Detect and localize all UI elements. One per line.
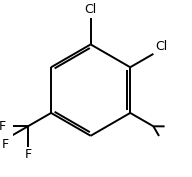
- Text: F: F: [2, 138, 9, 151]
- Text: F: F: [24, 148, 31, 161]
- Text: Cl: Cl: [155, 40, 167, 53]
- Text: Cl: Cl: [84, 3, 97, 16]
- Text: F: F: [0, 120, 6, 133]
